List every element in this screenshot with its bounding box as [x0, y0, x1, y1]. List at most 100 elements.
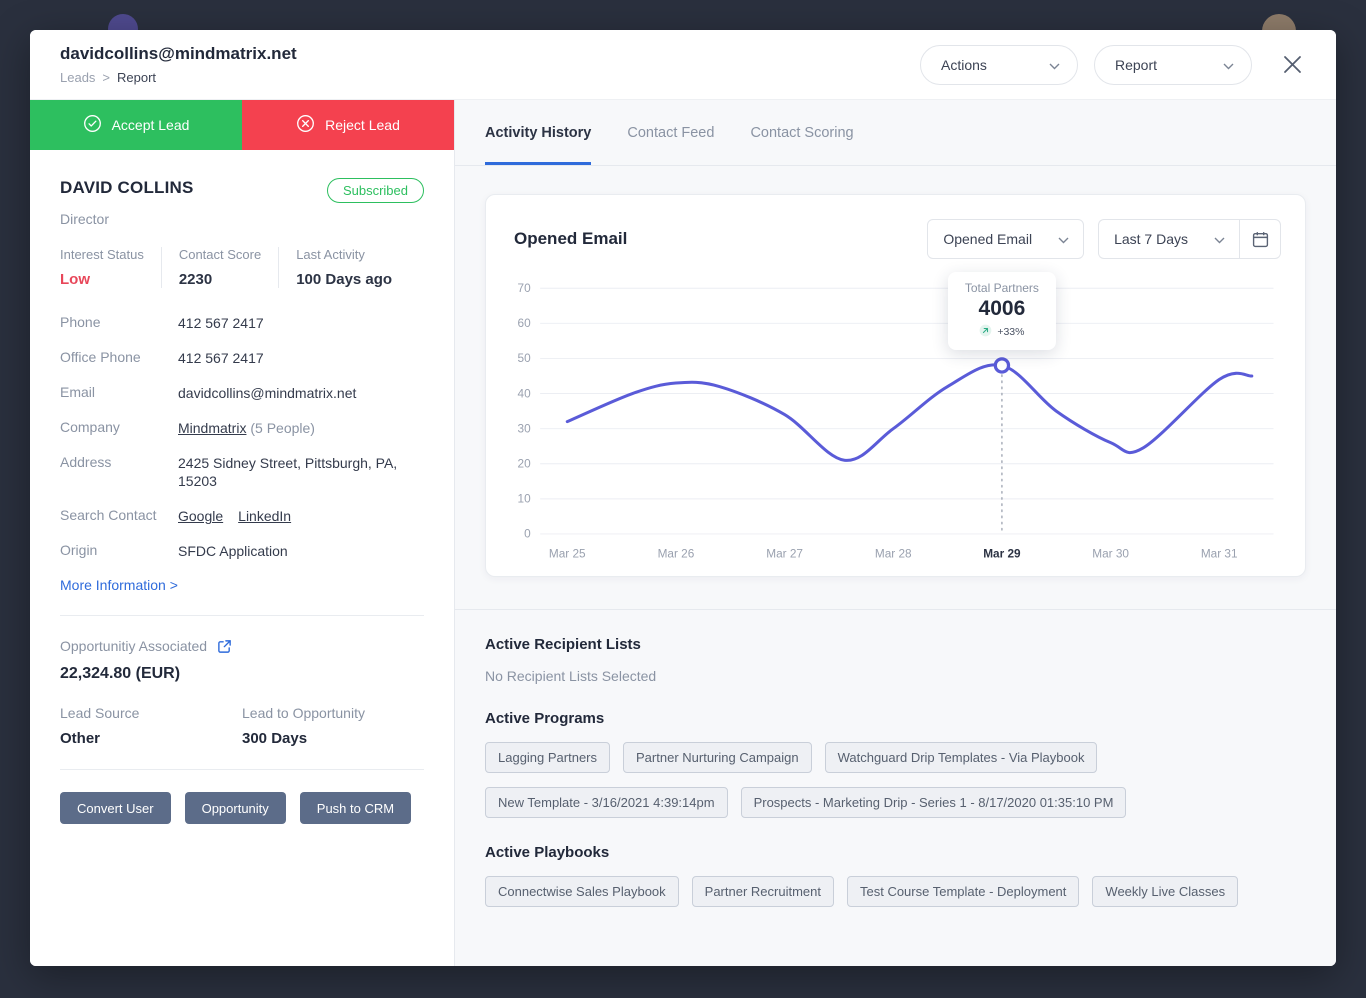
- actions-dropdown-label: Actions: [941, 56, 987, 73]
- lead-to-opportunity-block: Lead to Opportunity 300 Days: [242, 705, 424, 747]
- page-title: davidcollins@mindmatrix.net: [60, 44, 297, 63]
- interest-status-value: Low: [60, 271, 90, 288]
- close-icon[interactable]: [1274, 47, 1310, 83]
- program-chip[interactable]: Prospects - Marketing Drip - Series 1 - …: [740, 786, 1127, 818]
- google-search-link[interactable]: Google: [178, 508, 224, 525]
- svg-text:10: 10: [518, 492, 532, 506]
- origin-label: Origin: [60, 542, 98, 559]
- divider: [60, 615, 424, 617]
- address-label: Address: [60, 453, 112, 470]
- modal-header: davidcollins@mindmatrix.net Leads > Repo…: [30, 30, 1336, 100]
- recipient-lists-empty-text: No Recipient Lists Selected: [485, 667, 657, 684]
- stat-label: Contact Score: [178, 247, 262, 262]
- detail-row-company: Company Mindmatrix (5 People): [60, 419, 424, 438]
- contact-name: DAVID COLLINS: [60, 178, 194, 197]
- program-chip[interactable]: Watchguard Drip Templates - Via Playbook: [824, 741, 1098, 773]
- last-activity-value: 100 Days ago: [296, 271, 393, 288]
- contact-role: Director: [60, 211, 110, 227]
- opportunity-associated-row: Opportunitiy Associated: [60, 638, 424, 654]
- lead-report-modal: davidcollins@mindmatrix.net Leads > Repo…: [30, 30, 1336, 966]
- stats-row: Interest Status Low Contact Score 2230 L…: [60, 247, 424, 288]
- detail-row-email: Email davidcollins@mindmatrix.net: [60, 384, 424, 403]
- active-recipient-lists-block: Active Recipient Lists No Recipient List…: [485, 636, 1306, 684]
- lead-detail-content: DAVID COLLINS Subscribed Director Intere…: [30, 150, 454, 854]
- detail-row-phone: Phone 412 567 2417: [60, 314, 424, 333]
- playbook-chip[interactable]: Weekly Live Classes: [1092, 875, 1239, 907]
- office-phone-value: 412 567 2417: [178, 349, 264, 366]
- opportunity-button[interactable]: Opportunity: [184, 792, 286, 825]
- chart-card-header: Opened Email Opened Email Last 7 Days: [508, 215, 1283, 259]
- svg-text:0: 0: [524, 527, 531, 541]
- subscribed-badge: Subscribed: [326, 178, 424, 203]
- calendar-icon[interactable]: [1239, 219, 1281, 259]
- svg-text:Mar 29: Mar 29: [983, 547, 1021, 561]
- email-value: davidcollins@mindmatrix.net: [178, 384, 357, 401]
- playbook-chip[interactable]: Test Course Template - Deployment: [846, 875, 1080, 907]
- convert-user-button[interactable]: Convert User: [60, 792, 171, 825]
- company-label: Company: [60, 418, 120, 435]
- company-link[interactable]: Mindmatrix: [178, 419, 247, 436]
- svg-text:20: 20: [518, 457, 532, 471]
- playbook-chip[interactable]: Partner Recruitment: [691, 875, 834, 907]
- svg-text:Mar 27: Mar 27: [766, 547, 803, 561]
- lead-footer-buttons: Convert User Opportunity Push to CRM: [60, 792, 424, 825]
- lead-source-value: Other: [60, 730, 101, 748]
- metric-dropdown-label: Opened Email: [943, 231, 1033, 247]
- program-chip[interactable]: Partner Nurturing Campaign: [623, 741, 812, 773]
- date-range-group: Last 7 Days: [1098, 219, 1281, 259]
- breadcrumb-report: Report: [117, 70, 157, 85]
- tab-contact-feed[interactable]: Contact Feed: [627, 124, 715, 141]
- push-to-crm-button[interactable]: Push to CRM: [299, 792, 412, 825]
- detail-row-office-phone: Office Phone 412 567 2417: [60, 349, 424, 368]
- company-people-count: (5 People): [250, 419, 315, 436]
- svg-text:70: 70: [518, 281, 532, 295]
- tab-contact-scoring[interactable]: Contact Scoring: [750, 124, 854, 141]
- stat-contact-score: Contact Score 2230: [160, 247, 278, 288]
- reject-lead-button[interactable]: Reject Lead: [242, 100, 454, 150]
- divider: [60, 769, 424, 771]
- metric-dropdown[interactable]: Opened Email: [927, 219, 1085, 259]
- active-programs-chips: Lagging Partners Partner Nurturing Campa…: [485, 741, 1306, 818]
- svg-text:Mar 28: Mar 28: [875, 547, 912, 561]
- chart-controls: Opened Email Last 7 Days: [927, 219, 1281, 259]
- linkedin-search-link[interactable]: LinkedIn: [238, 508, 292, 525]
- actions-dropdown[interactable]: Actions: [920, 44, 1078, 85]
- report-dropdown[interactable]: Report: [1094, 44, 1252, 85]
- lead-source-label: Lead Source: [60, 705, 140, 722]
- header-controls: Actions Report: [904, 44, 1310, 85]
- search-contact-label: Search Contact: [60, 507, 157, 524]
- svg-text:Mar 31: Mar 31: [1201, 547, 1238, 561]
- x-circle-icon: [296, 114, 315, 136]
- svg-text:Mar 26: Mar 26: [658, 547, 695, 561]
- accept-lead-label: Accept Lead: [111, 117, 190, 133]
- check-circle-icon: [83, 114, 102, 136]
- accept-lead-button[interactable]: Accept Lead: [30, 100, 242, 150]
- date-range-dropdown[interactable]: Last 7 Days: [1098, 219, 1239, 259]
- lead-source-block: Lead Source Other: [60, 705, 242, 747]
- stat-last-activity: Last Activity 100 Days ago: [278, 247, 409, 288]
- chart-title: Opened Email: [514, 229, 628, 248]
- detail-row-search-contact: Search Contact Google LinkedIn: [60, 507, 424, 526]
- svg-text:Mar 25: Mar 25: [549, 547, 586, 561]
- stat-label: Last Activity: [296, 247, 365, 262]
- program-chip[interactable]: Lagging Partners: [485, 741, 611, 773]
- active-programs-block: Active Programs Lagging Partners Partner…: [485, 710, 1306, 818]
- chevron-down-icon: [1049, 57, 1060, 73]
- contact-details: Phone 412 567 2417 Office Phone 412 567 …: [60, 314, 424, 561]
- lead-to-opportunity-label: Lead to Opportunity: [242, 705, 365, 722]
- active-playbooks-title: Active Playbooks: [485, 843, 610, 861]
- stat-interest-status: Interest Status Low: [60, 247, 161, 288]
- opportunity-amount: 22,324.80 (EUR): [60, 665, 181, 683]
- tab-activity-history[interactable]: Activity History: [485, 100, 592, 165]
- program-chip[interactable]: New Template - 3/16/2021 4:39:14pm: [485, 786, 728, 818]
- playbook-chip[interactable]: Connectwise Sales Playbook: [485, 875, 679, 907]
- breadcrumb-leads[interactable]: Leads: [60, 70, 96, 85]
- contact-score-value: 2230: [178, 271, 213, 288]
- origin-value: SFDC Application: [178, 543, 288, 560]
- phone-value: 412 567 2417: [178, 315, 264, 331]
- opportunity-associated-label: Opportunitiy Associated: [60, 638, 208, 655]
- lead-action-row: Accept Lead Reject Lead: [30, 100, 454, 150]
- external-link-icon[interactable]: [217, 639, 232, 654]
- more-information-link[interactable]: More Information >: [60, 577, 178, 594]
- detail-row-origin: Origin SFDC Application: [60, 542, 424, 561]
